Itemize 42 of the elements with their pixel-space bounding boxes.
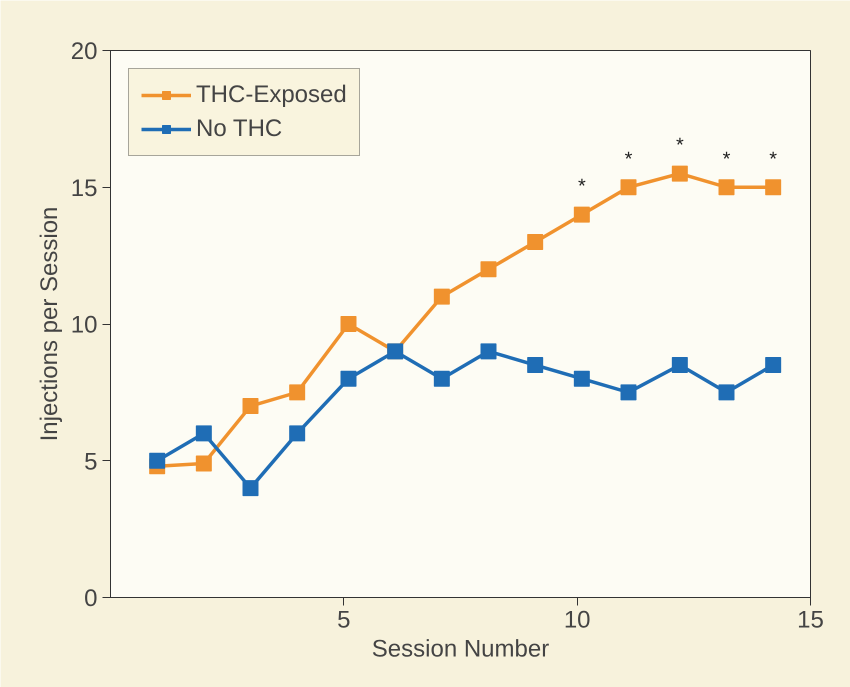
y-tick-label: 15 xyxy=(70,174,98,202)
point xyxy=(196,455,212,472)
point xyxy=(620,179,636,196)
x-tick-label: 10 xyxy=(564,606,591,634)
point xyxy=(672,166,688,182)
annotation: * xyxy=(578,176,586,198)
point xyxy=(196,425,212,442)
point xyxy=(340,316,356,332)
annotation: * xyxy=(624,148,633,170)
point xyxy=(242,480,258,496)
point xyxy=(527,357,544,374)
point xyxy=(149,452,166,469)
y-tick-label: 5 xyxy=(84,448,98,476)
point xyxy=(620,384,636,400)
annotation: * xyxy=(676,134,684,157)
annotation: * xyxy=(769,148,778,170)
legend-label: No THC xyxy=(196,115,282,143)
y-axis-title: Injections per Session xyxy=(36,206,63,442)
x-tick-label: 5 xyxy=(337,606,351,634)
point xyxy=(574,206,590,223)
point xyxy=(480,261,496,278)
point xyxy=(289,384,306,400)
point xyxy=(527,234,544,250)
y-tick-label: 10 xyxy=(70,312,98,338)
point xyxy=(242,398,258,414)
point xyxy=(480,343,496,360)
x-axis-title: Session Number xyxy=(372,636,550,662)
point xyxy=(672,357,688,374)
y-tick-label: 20 xyxy=(70,38,98,65)
point xyxy=(289,425,306,442)
point xyxy=(340,370,356,387)
point xyxy=(434,370,450,387)
point xyxy=(765,357,782,374)
annotation: * xyxy=(722,148,731,170)
point xyxy=(718,384,734,400)
point xyxy=(718,179,734,196)
y-tick-label: 0 xyxy=(84,585,98,612)
x-tick-label: 15 xyxy=(797,606,824,634)
point xyxy=(574,370,590,387)
point xyxy=(765,179,782,196)
point xyxy=(434,288,450,305)
legend-label: THC-Exposed xyxy=(196,81,347,109)
